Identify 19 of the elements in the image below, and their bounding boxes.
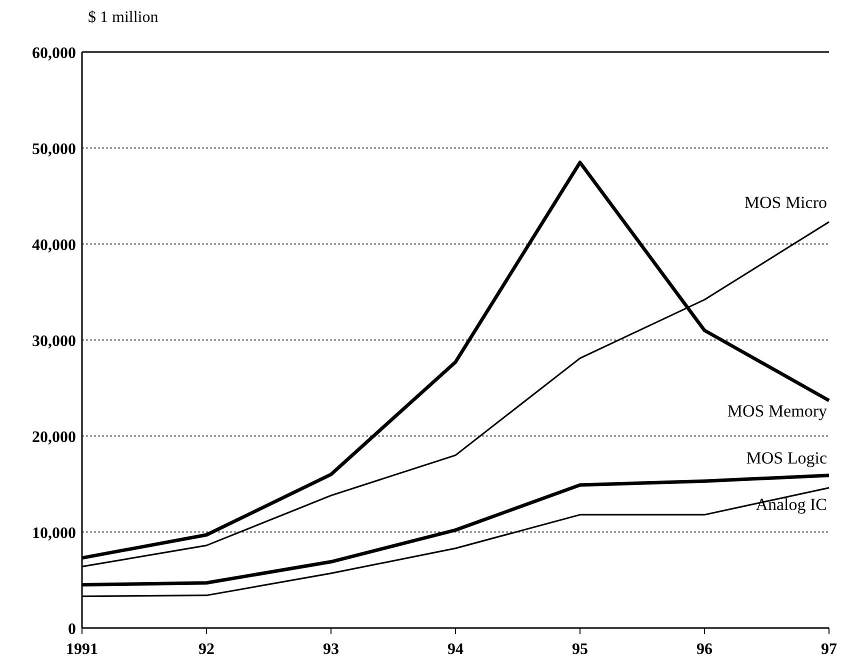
x-tick-label: 1991 [66,641,98,658]
y-axis-title: $ 1 million [88,9,158,26]
x-tick-label: 93 [323,641,339,658]
series-label: MOS Logic [746,448,828,468]
y-tick-label: 20,000 [32,429,76,446]
y-tick-label: 50,000 [32,141,76,158]
y-tick-label: 10,000 [32,525,76,542]
y-tick-label: 0 [68,621,76,638]
series-label: MOS Memory [727,401,828,420]
y-tick-label: 40,000 [32,237,76,254]
x-tick-label: 97 [821,641,837,658]
x-tick-label: 95 [572,641,588,658]
y-tick-label: 30,000 [32,333,76,350]
series-label: MOS Micro [744,192,827,212]
series-label: Analog IC [756,494,827,514]
y-tick-label: 60,000 [32,45,76,62]
x-tick-label: 94 [448,641,464,658]
x-tick-label: 96 [696,641,712,658]
x-tick-label: 92 [198,641,214,658]
